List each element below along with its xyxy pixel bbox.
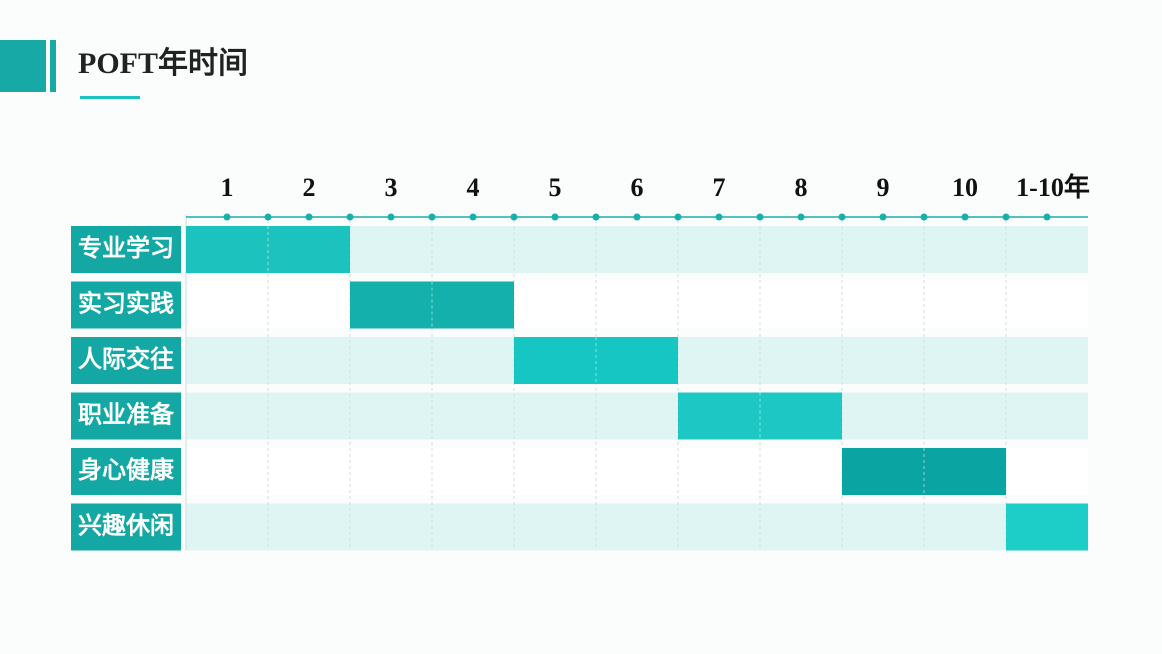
row-background xyxy=(186,503,1088,551)
column-label: 5 xyxy=(549,173,562,202)
axis-dot xyxy=(961,213,969,221)
bar-cell xyxy=(186,226,268,273)
column-label: 1 xyxy=(221,173,234,202)
axis-dot xyxy=(264,213,272,221)
row-label-box xyxy=(71,226,181,273)
column-label: 2 xyxy=(303,173,316,202)
axis-dot xyxy=(1002,213,1010,221)
bar-cell xyxy=(760,392,842,440)
row-label-box xyxy=(71,503,181,551)
row-label: 专业学习 xyxy=(78,234,174,262)
axis-dot xyxy=(838,213,846,221)
bar-cell xyxy=(924,448,1006,495)
row-label-box xyxy=(71,448,181,495)
column-label: 3 xyxy=(385,173,398,202)
axis-dot xyxy=(551,213,559,221)
bar-cell xyxy=(1006,503,1088,551)
column-label: 4 xyxy=(467,173,480,202)
axis-dot xyxy=(674,213,682,221)
axis-dot xyxy=(879,213,887,221)
bar-cell xyxy=(596,337,678,384)
bar-cell xyxy=(678,392,760,440)
axis-dot xyxy=(592,213,600,221)
bar-cell xyxy=(432,281,514,329)
row-label: 身心健康 xyxy=(78,456,175,484)
title-block xyxy=(0,40,46,92)
axis-dot xyxy=(715,213,723,221)
axis-dot xyxy=(305,213,313,221)
axis-dot xyxy=(223,213,231,221)
axis-dot xyxy=(387,213,395,221)
bar-cell xyxy=(514,337,596,384)
title-bar xyxy=(50,40,56,92)
axis-dot xyxy=(428,213,436,221)
axis-dot xyxy=(797,213,805,221)
axis-dot xyxy=(510,213,518,221)
bar-cell xyxy=(268,226,350,273)
column-label: 7 xyxy=(713,173,726,202)
column-label: 1-10年 xyxy=(1016,172,1090,202)
axis-dot xyxy=(756,213,764,221)
axis-dot xyxy=(1043,213,1051,221)
row-label-box xyxy=(71,392,181,440)
row-label: 职业准备 xyxy=(78,401,175,429)
bar-cell xyxy=(842,448,924,495)
axis-dot xyxy=(346,213,354,221)
row-label: 人际交往 xyxy=(78,345,174,373)
axis-dot xyxy=(920,213,928,221)
column-label: 8 xyxy=(795,173,808,202)
axis-dot xyxy=(469,213,477,221)
row-background xyxy=(186,392,1088,440)
title-underline xyxy=(80,96,140,99)
row-label: 兴趣休闲 xyxy=(78,513,174,540)
column-label: 9 xyxy=(877,173,890,202)
bar-cell xyxy=(350,281,432,329)
title: POFT年时间 xyxy=(78,47,248,80)
column-label: 10 xyxy=(952,173,978,202)
axis-dot xyxy=(633,213,641,221)
row-label: 实习实践 xyxy=(78,290,174,318)
row-label-box xyxy=(71,281,181,329)
column-label: 6 xyxy=(631,173,644,202)
row-label-box xyxy=(71,337,181,384)
row-background xyxy=(186,281,1088,329)
